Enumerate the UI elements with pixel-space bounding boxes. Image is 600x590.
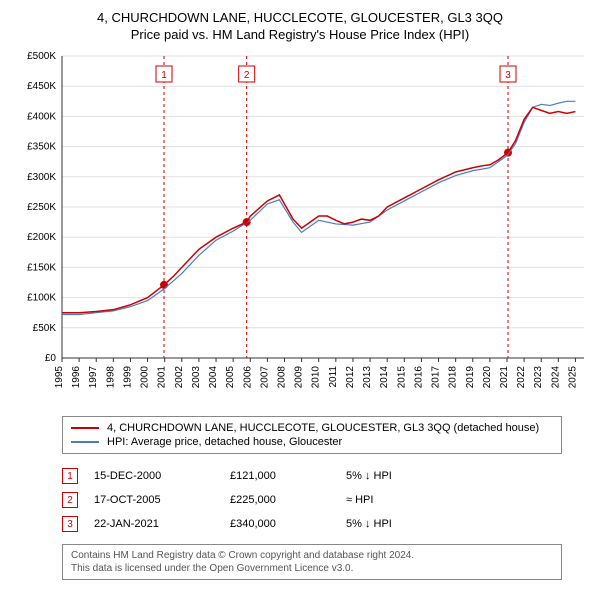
- svg-text:2005: 2005: [225, 366, 236, 389]
- footer-line-2: This data is licensed under the Open Gov…: [71, 562, 553, 575]
- sales-table: 1 15-DEC-2000 £121,000 5% ↓ HPI 2 17-OCT-2005…: [62, 464, 562, 536]
- svg-text:2020: 2020: [482, 366, 493, 389]
- svg-text:2010: 2010: [311, 366, 322, 389]
- svg-text:£0: £0: [45, 353, 57, 364]
- sale-hpi-relation: 5% ↓ HPI: [346, 518, 446, 530]
- svg-text:2021: 2021: [499, 366, 510, 389]
- svg-text:1995: 1995: [54, 366, 65, 389]
- svg-text:2023: 2023: [533, 366, 544, 389]
- svg-text:2000: 2000: [140, 366, 151, 389]
- svg-text:1996: 1996: [71, 366, 82, 389]
- sale-date: 17-OCT-2005: [94, 494, 214, 506]
- svg-text:1997: 1997: [88, 366, 99, 389]
- svg-text:2008: 2008: [276, 366, 287, 389]
- legend: 4, CHURCHDOWN LANE, HUCCLECOTE, GLOUCEST…: [62, 416, 562, 454]
- footer-line-1: Contains HM Land Registry data © Crown c…: [71, 549, 553, 562]
- svg-text:1998: 1998: [105, 366, 116, 389]
- sale-row: 3 22-JAN-2021 £340,000 5% ↓ HPI: [62, 512, 562, 536]
- svg-text:2016: 2016: [413, 366, 424, 389]
- sale-row: 1 15-DEC-2000 £121,000 5% ↓ HPI: [62, 464, 562, 488]
- legend-item: 4, CHURCHDOWN LANE, HUCCLECOTE, GLOUCEST…: [71, 421, 553, 435]
- chart-area: £0 £50K £100K £150K £200K £250K £300K £350K £400…: [12, 48, 588, 408]
- svg-text:2004: 2004: [208, 366, 219, 389]
- title-line-2: Price paid vs. HM Land Registry's House …: [12, 27, 588, 42]
- sale-hpi-relation: ≈ HPI: [346, 494, 446, 506]
- sale-marker: 1: [62, 468, 78, 484]
- svg-text:£450K: £450K: [27, 81, 56, 92]
- svg-text:2022: 2022: [516, 366, 527, 389]
- svg-text:1: 1: [161, 70, 167, 81]
- svg-text:2025: 2025: [567, 366, 578, 389]
- svg-text:2009: 2009: [294, 366, 305, 389]
- svg-text:£500K: £500K: [27, 51, 56, 62]
- svg-text:2011: 2011: [328, 366, 339, 388]
- sale-hpi-relation: 5% ↓ HPI: [346, 470, 446, 482]
- legend-label: 4, CHURCHDOWN LANE, HUCCLECOTE, GLOUCEST…: [107, 422, 539, 434]
- svg-text:2001: 2001: [157, 366, 168, 389]
- svg-text:£50K: £50K: [33, 323, 57, 334]
- svg-text:£250K: £250K: [27, 202, 56, 213]
- svg-text:£200K: £200K: [27, 232, 56, 243]
- svg-text:2017: 2017: [431, 366, 442, 389]
- svg-text:1999: 1999: [122, 366, 133, 389]
- svg-text:2: 2: [244, 70, 250, 81]
- sale-row: 2 17-OCT-2005 £225,000 ≈ HPI: [62, 488, 562, 512]
- svg-text:2024: 2024: [550, 366, 561, 389]
- title-line-1: 4, CHURCHDOWN LANE, HUCCLECOTE, GLOUCEST…: [12, 10, 588, 25]
- sale-price: £225,000: [230, 494, 330, 506]
- svg-text:£350K: £350K: [27, 142, 56, 153]
- sale-price: £121,000: [230, 470, 330, 482]
- svg-text:2015: 2015: [396, 366, 407, 389]
- svg-text:2006: 2006: [242, 366, 253, 389]
- svg-text:2014: 2014: [379, 366, 390, 389]
- svg-text:2013: 2013: [362, 366, 373, 389]
- sale-marker: 3: [62, 516, 78, 532]
- svg-text:3: 3: [505, 70, 511, 81]
- footer-attribution: Contains HM Land Registry data © Crown c…: [62, 544, 562, 580]
- legend-item: HPI: Average price, detached house, Glou…: [71, 435, 553, 449]
- svg-text:2007: 2007: [259, 366, 270, 389]
- line-chart-svg: £0 £50K £100K £150K £200K £250K £300K £350K £400…: [12, 48, 588, 408]
- svg-text:£150K: £150K: [27, 262, 56, 273]
- svg-text:£400K: £400K: [27, 111, 56, 122]
- legend-label: HPI: Average price, detached house, Glou…: [107, 436, 342, 448]
- legend-swatch: [71, 427, 99, 429]
- legend-swatch: [71, 441, 99, 443]
- chart-container: 4, CHURCHDOWN LANE, HUCCLECOTE, GLOUCEST…: [0, 0, 600, 588]
- svg-text:2018: 2018: [448, 366, 459, 389]
- sale-price: £340,000: [230, 518, 330, 530]
- svg-text:£100K: £100K: [27, 293, 56, 304]
- sale-marker: 2: [62, 492, 78, 508]
- svg-text:2002: 2002: [174, 366, 185, 389]
- svg-text:2012: 2012: [345, 366, 356, 389]
- svg-text:£300K: £300K: [27, 172, 56, 183]
- svg-text:2003: 2003: [191, 366, 202, 389]
- sale-date: 22-JAN-2021: [94, 518, 214, 530]
- sale-date: 15-DEC-2000: [94, 470, 214, 482]
- svg-text:2019: 2019: [465, 366, 476, 389]
